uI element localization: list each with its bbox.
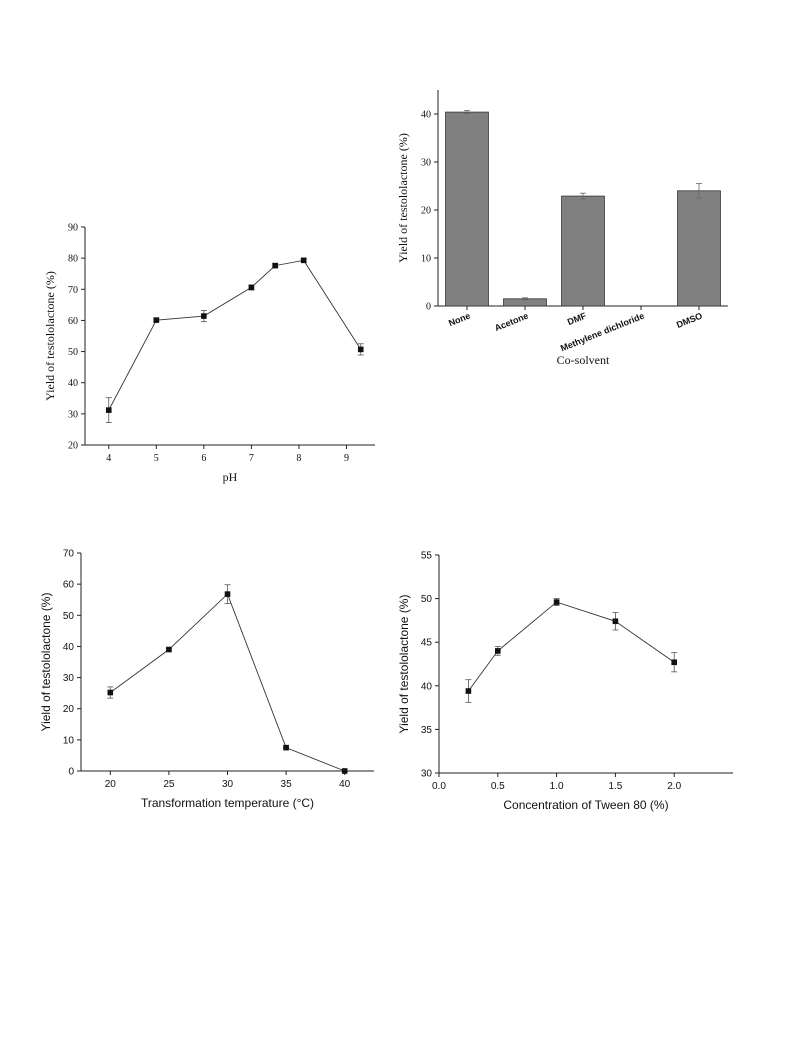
data-point [465, 688, 472, 694]
x-tick-label: 40 [339, 779, 351, 790]
x-tick-label: 0.5 [491, 781, 505, 792]
y-tick-label: 50 [421, 594, 433, 605]
y-tick-label: 60 [68, 316, 78, 327]
data-point [107, 689, 114, 696]
y-tick-label: 0 [68, 767, 74, 778]
y-tick-label: 40 [421, 681, 433, 692]
y-tick-label: 70 [68, 285, 78, 296]
chart-tween-svg: 30 35 40 45 50 55 Yield of testololactone (%) 0… [397, 551, 733, 812]
chart-ph-svg: 20 30 40 50 60 70 80 90 Yield of testololactone … [43, 223, 375, 484]
data-point [201, 313, 207, 319]
x-tick-label: 1.5 [608, 781, 622, 792]
x-tick-label: 5 [154, 453, 159, 464]
x-tick-label: 35 [281, 779, 293, 790]
data-point [612, 618, 619, 625]
x-axis-title: Concentration of Tween 80 (%) [503, 798, 668, 812]
x-tick-label: 8 [296, 453, 301, 464]
y-tick-label: 80 [68, 254, 78, 265]
series-line [110, 593, 345, 772]
x-axis-title: Co-solvent [557, 353, 610, 367]
series-line [108, 259, 362, 411]
y-tick-label: 30 [421, 769, 433, 780]
data-point [671, 659, 677, 666]
x-tick-label: 7 [249, 453, 254, 464]
x-tick-label: 20 [105, 779, 117, 790]
x-tick-label: 1.0 [550, 781, 564, 792]
y-tick-label: 20 [68, 441, 78, 452]
chart-temperature: 0 10 20 30 40 50 60 70 Yield of testololactone (… [39, 545, 385, 815]
data-point [495, 648, 501, 654]
y-tick-label: 30 [68, 409, 78, 420]
x-tick-label: 25 [163, 779, 175, 790]
x-tick-label: 2.0 [667, 781, 681, 792]
data-point [357, 346, 364, 353]
x-tick-label: None [447, 311, 472, 329]
y-tick-label: 40 [68, 378, 78, 389]
y-tick-label: 60 [63, 580, 75, 591]
chart-cosolvent: 0 10 20 30 40 Yield of testololactone (%) None… [396, 82, 743, 372]
y-tick-label: 50 [63, 611, 75, 622]
y-tick-label: 20 [421, 206, 431, 217]
y-tick-label: 70 [63, 549, 75, 560]
x-tick-label: 6 [201, 453, 206, 464]
y-tick-label: 30 [421, 158, 431, 169]
x-tick-label: 0.0 [432, 781, 446, 792]
chart-temperature-svg: 0 10 20 30 40 50 60 70 Yield of testololactone (… [39, 549, 374, 810]
y-tick-label: 35 [421, 725, 433, 736]
y-tick-label: 10 [421, 254, 431, 265]
data-point [248, 284, 255, 291]
data-point [153, 317, 160, 323]
y-axis-title: Yield of testololactone (%) [43, 271, 57, 401]
y-tick-label: 90 [68, 223, 78, 234]
data-point [553, 599, 560, 605]
chart-tween: 30 35 40 45 50 55 Yield of testololactone (%) 0… [397, 547, 745, 817]
data-point [283, 744, 289, 751]
chart-cosolvent-svg: 0 10 20 30 40 Yield of testololactone (%) None… [396, 90, 728, 367]
x-tick-label: DMSO [675, 311, 704, 330]
y-tick-label: 0 [426, 302, 431, 313]
x-tick-label: DMF [566, 310, 588, 327]
data-point [224, 591, 231, 597]
y-tick-label: 40 [63, 642, 75, 653]
data-point [341, 768, 348, 774]
data-point [300, 257, 307, 264]
y-tick-label: 45 [421, 638, 433, 649]
y-axis-title: Yield of testololactone (%) [396, 133, 410, 263]
x-axis-title: Transformation temperature (°C) [141, 796, 314, 810]
x-tick-label: 4 [106, 453, 111, 464]
data-point [105, 407, 112, 413]
y-axis-title: Yield of testololactone (%) [397, 595, 411, 734]
y-tick-label: 40 [421, 110, 431, 121]
y-tick-label: 50 [68, 347, 78, 358]
x-tick-label: 30 [222, 779, 234, 790]
y-tick-label: 20 [63, 704, 75, 715]
x-tick-label: 9 [344, 453, 349, 464]
chart-ph: 20 30 40 50 60 70 80 90 Yield of testololactone … [40, 215, 380, 485]
y-tick-label: 55 [421, 551, 433, 562]
x-axis-title: pH [223, 470, 238, 484]
y-tick-label: 30 [63, 673, 75, 684]
data-point [166, 646, 172, 653]
bar [445, 111, 489, 307]
x-tick-label: Acetone [493, 311, 530, 334]
y-axis-title: Yield of testololactone (%) [39, 593, 53, 732]
bar [677, 190, 721, 307]
bar [561, 195, 605, 307]
data-point [272, 262, 278, 269]
y-tick-label: 10 [63, 735, 75, 746]
